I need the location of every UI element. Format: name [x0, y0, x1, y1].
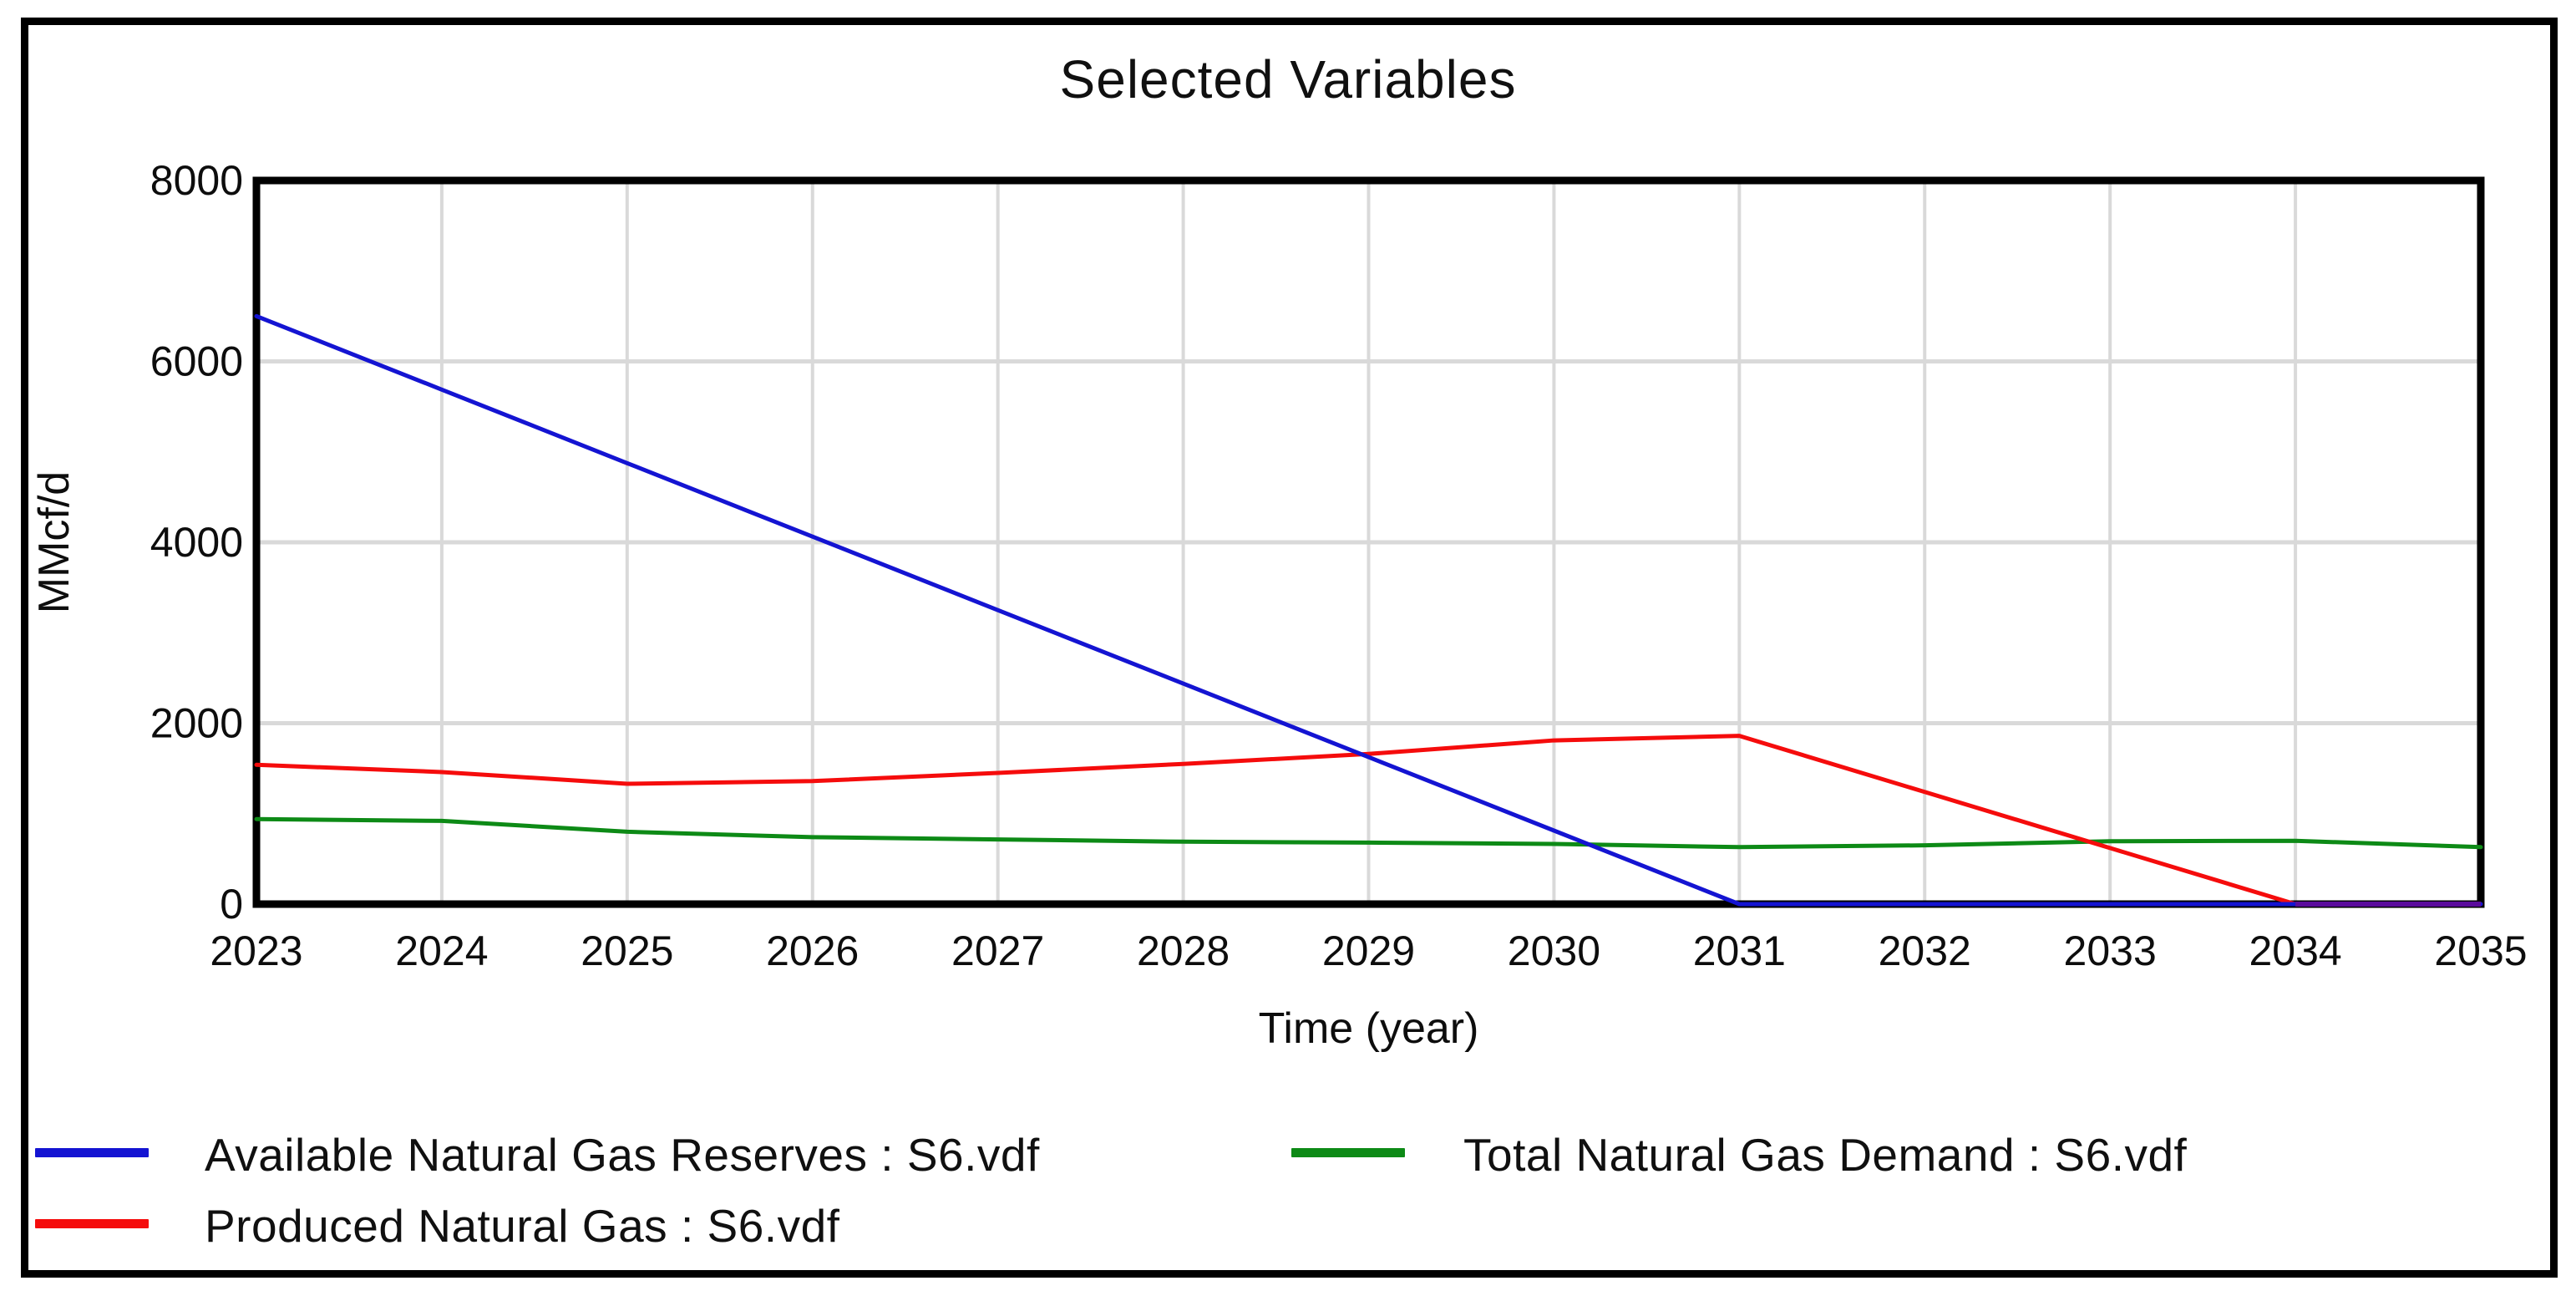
legend-label-total-demand: Total Natural Gas Demand : S6.vdf: [1463, 1129, 2188, 1181]
x-tick-label: 2034: [2249, 928, 2341, 974]
legend-swatch-produced-gas: [35, 1219, 149, 1228]
y-tick-label: 2000: [150, 700, 243, 747]
chart-title: Selected Variables: [1059, 49, 1517, 109]
x-tick-label: 2028: [1137, 928, 1230, 974]
x-tick-label: 2033: [2064, 928, 2157, 974]
legend-swatch-total-demand: [1291, 1148, 1405, 1157]
series-line-1: [254, 313, 2483, 907]
x-tick-label: 2029: [1322, 928, 1415, 974]
series-line-3: [254, 816, 2483, 850]
y-tick-label: 0: [220, 881, 243, 928]
y-tick-label: 4000: [150, 519, 243, 566]
x-tick-label: 2030: [1508, 928, 1600, 974]
legend-label-produced-gas: Produced Natural Gas : S6.vdf: [205, 1200, 840, 1252]
x-tick-label: 2027: [951, 928, 1044, 974]
outer-frame: [21, 18, 2558, 1278]
legend-swatch-available-reserves: [35, 1148, 149, 1157]
x-tick-label: 2035: [2434, 928, 2527, 974]
x-tick-label: 2024: [395, 928, 488, 974]
x-tick-label: 2032: [1879, 928, 1971, 974]
y-tick-label: 8000: [150, 157, 243, 204]
y-tick-label: 6000: [150, 338, 243, 385]
x-tick-label: 2023: [210, 928, 302, 974]
y-axis-title: MMcf/d: [30, 471, 79, 613]
x-axis-title: Time (year): [1259, 1004, 1479, 1053]
x-tick-label: 2031: [1693, 928, 1786, 974]
plot-border: [252, 176, 2485, 908]
legend-label-available-reserves: Available Natural Gas Reserves : S6.vdf: [205, 1129, 1040, 1181]
x-tick-label: 2025: [581, 928, 673, 974]
x-tick-label: 2026: [766, 928, 859, 974]
series-line-2: [254, 734, 2483, 907]
